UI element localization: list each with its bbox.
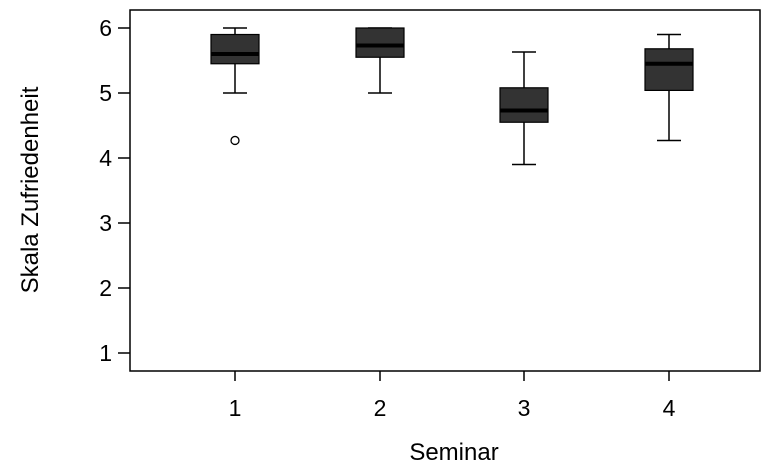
iqr-box-3 xyxy=(499,87,549,123)
x-tick-label-3: 3 xyxy=(518,395,531,421)
y-axis-title: Skala Zufriedenheit xyxy=(17,86,44,293)
box-4 xyxy=(644,33,694,142)
x-tick-label-4: 4 xyxy=(663,395,676,421)
y-tick-label-4: 4 xyxy=(99,145,112,171)
box-1 xyxy=(210,27,260,146)
x-axis-title: Seminar xyxy=(409,439,498,466)
x-tick-label-2: 2 xyxy=(374,395,387,421)
plot-frame xyxy=(129,9,761,372)
boxes xyxy=(210,27,694,166)
box-3 xyxy=(499,51,549,166)
y-tick-label-2: 2 xyxy=(99,275,112,301)
outlier-1-0 xyxy=(230,135,240,146)
x-tick-label-1: 1 xyxy=(229,395,242,421)
y-tick-label-1: 1 xyxy=(99,340,112,366)
iqr-box-1 xyxy=(210,33,260,65)
iqr-box-4 xyxy=(644,48,694,91)
y-tick-label-6: 6 xyxy=(99,15,112,41)
x-axis: 1 2 3 4 xyxy=(229,371,676,421)
y-axis: 1 2 3 4 5 6 xyxy=(99,15,130,366)
y-tick-label-5: 5 xyxy=(99,80,112,106)
y-tick-label-3: 3 xyxy=(99,210,112,236)
iqr-box-2 xyxy=(355,27,405,58)
box-2 xyxy=(355,27,405,94)
